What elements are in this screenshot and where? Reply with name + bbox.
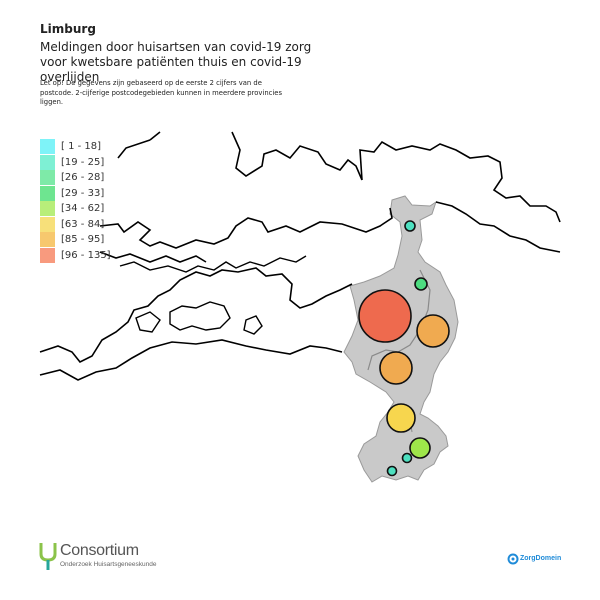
legend-item: [85 - 95] [40,232,111,248]
map-point [401,452,413,464]
legend-swatch [40,232,55,248]
map-subtitle: Meldingen door huisartsen van covid-19 z… [40,40,312,84]
border-south-belgium [39,339,343,381]
map-point [404,220,416,232]
legend-label: [85 - 95] [61,234,105,246]
map-point [379,351,413,385]
legend-label: [19 - 25] [61,156,105,168]
map-points [358,220,450,477]
border-west [39,251,353,364]
legend-swatch [40,154,55,170]
legend-label: [29 - 33] [61,187,105,199]
legend-swatch [40,201,55,217]
legend-item: [19 - 25] [40,154,111,171]
legend-swatch [40,185,55,201]
legend-label: [96 - 135] [61,249,111,261]
legend-label: [34 - 62] [61,203,105,215]
map-point [358,289,412,343]
consortium-logo-icon [39,543,57,570]
legend-item: [34 - 62] [40,201,111,217]
legend-swatch [40,216,55,232]
legend-item: [26 - 28] [40,170,111,186]
limburg-province [343,195,459,483]
border-islands [135,301,263,335]
legend: [ 1 - 18] [19 - 25] [26 - 28] [29 - 33] … [40,139,111,263]
legend-item: [29 - 33] [40,185,111,202]
zorgdomein-logo-icon [507,553,519,565]
map-point [409,437,431,459]
legend-swatch [40,139,55,155]
map-point [414,277,428,291]
legend-label: [26 - 28] [61,172,105,184]
map-point [416,314,450,348]
legend-label: [63 - 84] [61,218,105,230]
zorgdomein-logo-text: ZorgDomein [520,555,562,562]
legend-item: [63 - 84] [40,216,111,233]
legend-item: [ 1 - 18] [40,139,111,155]
legend-label: [ 1 - 18] [61,141,102,153]
consortium-logo-subtext: Onderzoek Huisartsgeneeskunde [60,561,157,568]
border-inner-lines [119,255,307,273]
map-point [386,403,416,433]
legend-swatch [40,247,55,263]
map-title: Limburg [40,22,96,36]
border-east [435,201,561,253]
data-note: Let op! De gegevens zijn gebaseerd op de… [40,79,282,106]
legend-swatch [40,170,55,186]
consortium-logo-text: Consortium [60,542,139,559]
border-north [117,131,561,223]
internal-border [367,269,431,371]
map-point [386,465,398,477]
border-north-west [99,207,393,249]
legend-item: [96 - 135] [40,247,111,264]
